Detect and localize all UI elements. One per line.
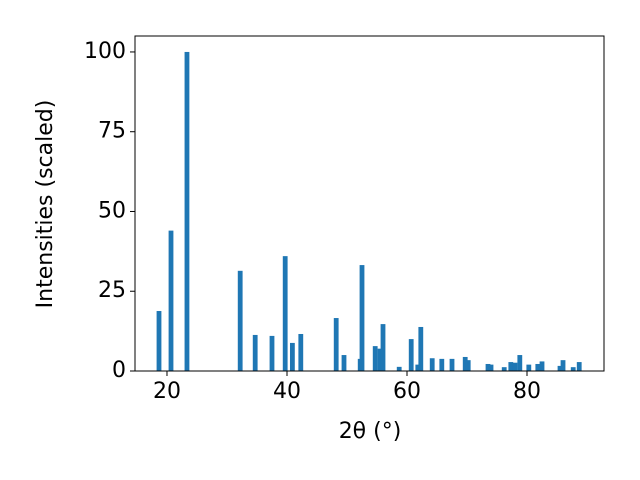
bar [539,361,545,371]
bar [512,362,518,371]
bar [418,326,424,371]
bar [535,363,541,371]
bar [252,334,258,371]
x-tick-label: 60 [393,379,421,404]
bar [517,355,523,371]
x-axis-label: 2θ (°) [339,419,402,444]
x-tick-label: 20 [153,379,181,404]
bar [488,364,494,371]
bar [415,364,421,371]
bar [156,311,162,371]
y-axis-label: Intensities (scaled) [33,100,58,309]
x-tick-label: 80 [513,379,541,404]
bar [557,365,563,371]
bar [289,342,295,371]
y-tick-label: 100 [84,39,126,64]
bar [501,367,507,371]
y-tick-label: 25 [98,278,126,303]
bar [408,339,414,371]
bar [485,363,491,371]
bar [377,348,383,371]
plot-frame [134,35,605,372]
x-tick-label: 40 [273,379,301,404]
bar [237,270,243,371]
bar [465,360,471,371]
bar [372,346,378,371]
bar [439,358,445,371]
bar [184,51,190,371]
bar [526,364,532,371]
bar [269,335,275,371]
bar [341,355,347,371]
bar [168,230,174,371]
bar [449,358,455,371]
bar [380,324,386,371]
bar [576,362,582,371]
bar [462,356,468,371]
bar [508,362,514,371]
y-tick-label: 0 [112,358,126,383]
y-tick-label: 50 [98,198,126,223]
bar [333,318,339,371]
y-tick-label: 75 [98,119,126,144]
bar [429,358,435,371]
bar [570,367,576,371]
bar [396,366,402,371]
bar [298,333,304,371]
bar [560,360,566,371]
bar [359,265,365,371]
bar [282,256,288,371]
